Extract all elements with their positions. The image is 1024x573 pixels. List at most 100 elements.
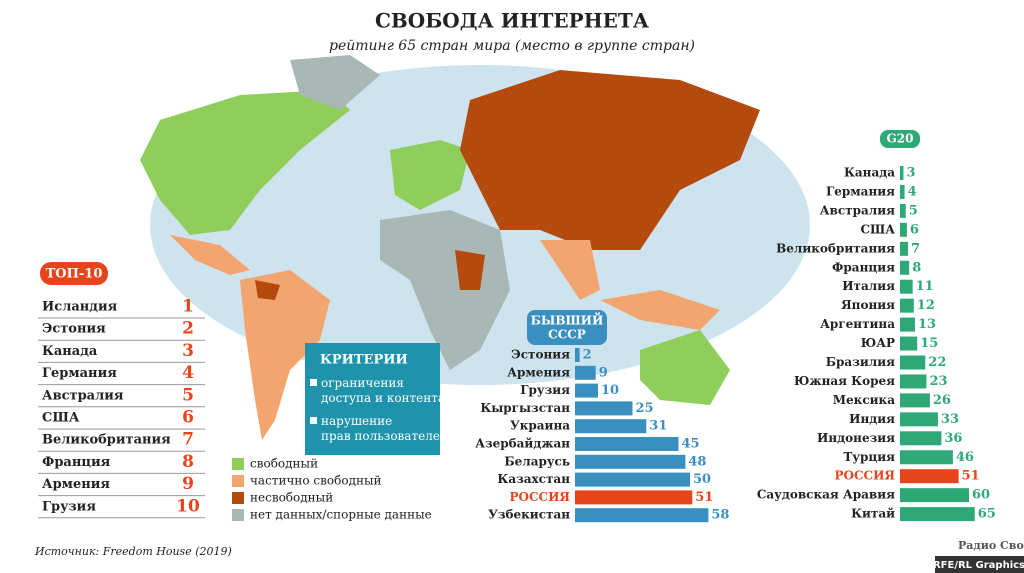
bar [900, 374, 927, 389]
value-label: 33 [941, 412, 959, 427]
bar [575, 472, 690, 487]
category-label: РОССИЯ [835, 469, 896, 483]
category-label: Австралия [820, 203, 895, 217]
source: Источник: Freedom House (2019) [34, 545, 232, 558]
category-label: Грузия [520, 383, 570, 397]
bar [900, 450, 953, 465]
category-label: Казахстан [497, 472, 570, 486]
value-label: 51 [695, 490, 713, 505]
north-america [140, 90, 350, 235]
category-label: Узбекистан [488, 508, 570, 522]
south-america [240, 270, 330, 440]
criteria-title: КРИТЕРИИ [320, 353, 408, 368]
criteria-item: ограничения доступа и контента [321, 376, 445, 405]
chart-title: G20 [887, 132, 914, 146]
bar [900, 184, 905, 199]
value-label: 22 [928, 355, 946, 370]
russia-asia [460, 70, 760, 250]
world-map [140, 55, 760, 440]
value-label: 48 [688, 454, 706, 469]
subtitle: рейтинг 65 стран мира (место в группе ст… [329, 38, 695, 54]
bar [575, 401, 633, 416]
top10-country: Великобритания [42, 433, 171, 448]
value-label: 60 [972, 488, 990, 503]
value-label: 3 [906, 166, 915, 181]
category-label: Великобритания [776, 241, 895, 255]
title: СВОБОДА ИНТЕРНЕТА [375, 9, 650, 33]
category-label: РОССИЯ [510, 490, 571, 504]
top10-country: Исландия [42, 300, 118, 315]
value-label: 31 [649, 419, 667, 434]
chart-title: БЫВШИЙ СССР [531, 311, 604, 341]
bar [900, 203, 906, 218]
africa [380, 210, 510, 370]
category-label: Япония [841, 298, 895, 312]
sudan [455, 250, 485, 290]
greenland [290, 55, 380, 110]
value-label: 9 [599, 365, 608, 380]
bar [900, 336, 918, 351]
legend-label: частично свободный [250, 474, 382, 488]
indonesia [600, 290, 720, 330]
criteria-item: нарушение прав пользователей [321, 414, 448, 443]
value-label: 45 [682, 437, 700, 452]
top10-rank: 1 [182, 297, 194, 317]
legend-swatch [232, 475, 244, 487]
bar [900, 166, 904, 180]
bar [900, 298, 914, 313]
top10-country: Эстония [42, 322, 106, 337]
bar [900, 431, 942, 446]
top10-country: Канада [42, 344, 98, 359]
bar [900, 507, 975, 522]
bar [900, 393, 930, 408]
bar [900, 222, 907, 237]
top10-rank: 9 [182, 474, 194, 494]
legend-swatch [232, 509, 244, 521]
legend-swatch [232, 458, 244, 470]
value-label: 26 [933, 393, 951, 408]
legend-label: несвободный [250, 491, 333, 505]
value-label: 2 [583, 348, 592, 363]
top10-country: Армения [42, 477, 110, 492]
bar [575, 490, 693, 505]
venezuela [255, 280, 280, 300]
bar [900, 412, 938, 427]
legend-label: свободный [250, 457, 318, 471]
bar [900, 279, 913, 294]
category-label: Индонезия [817, 431, 895, 445]
bar [575, 419, 647, 434]
category-label: Италия [842, 279, 895, 293]
category-label: Аргентина [820, 317, 895, 331]
bar [575, 383, 598, 398]
value-label: 13 [918, 317, 936, 332]
category-label: Мексика [833, 393, 895, 407]
category-label: ЮАР [861, 336, 895, 350]
value-label: 25 [636, 401, 654, 416]
top10-country: Грузия [42, 499, 96, 514]
europe [390, 140, 470, 210]
bar [900, 355, 926, 370]
credit: RFE/RL Graphics [933, 560, 1024, 571]
top10-rank: 10 [176, 496, 200, 516]
value-label: 15 [920, 336, 938, 351]
category-label: Франция [832, 260, 895, 274]
india [540, 240, 600, 300]
value-label: 4 [908, 184, 917, 199]
value-label: 7 [911, 241, 920, 256]
category-label: Беларусь [504, 454, 570, 468]
central-america [170, 235, 250, 275]
bar [900, 241, 909, 256]
bar [900, 488, 969, 503]
category-label: Канада [844, 166, 895, 180]
category-label: Армения [507, 365, 570, 379]
category-label: Эстония [511, 348, 570, 362]
category-label: Индия [849, 412, 895, 426]
category-label: Бразилия [826, 355, 895, 369]
value-label: 50 [693, 472, 711, 487]
legend-label: нет данных/спорные данные [250, 508, 432, 522]
bar [575, 454, 686, 469]
category-label: Кыргызстан [480, 401, 570, 415]
value-label: 23 [929, 374, 947, 389]
bullet [310, 379, 317, 386]
